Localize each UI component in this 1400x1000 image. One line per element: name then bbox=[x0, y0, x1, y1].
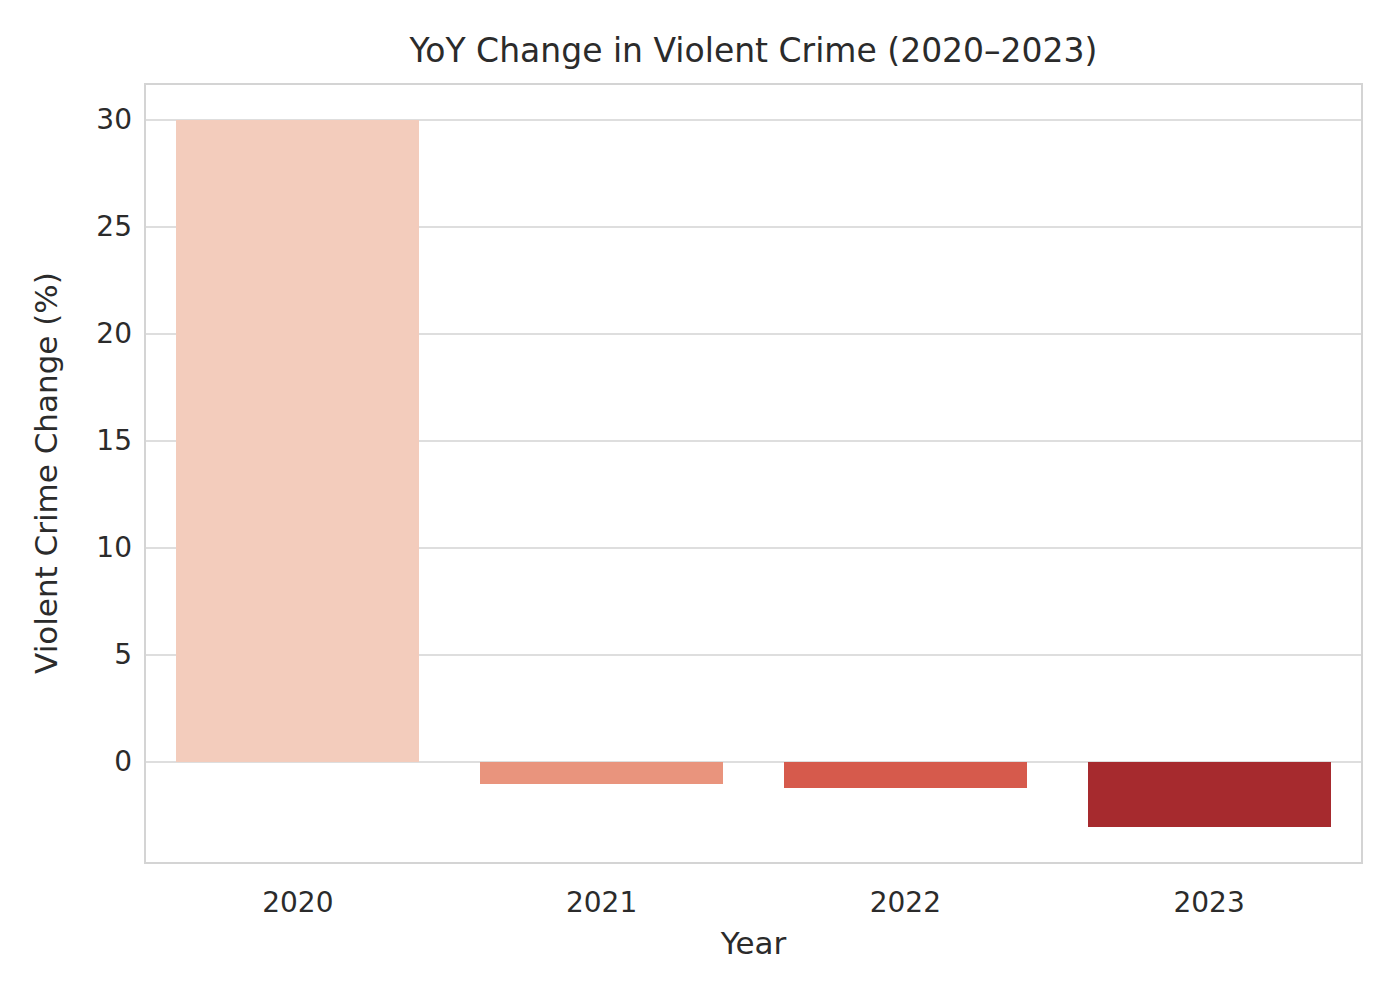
bar-2020 bbox=[176, 120, 419, 762]
chart-title: YoY Change in Violent Crime (2020–2023) bbox=[144, 31, 1363, 71]
y-tick-label-5: 5 bbox=[0, 638, 132, 672]
y-tick-label-0: 0 bbox=[0, 745, 132, 779]
x-tick-label-2020: 2020 bbox=[188, 886, 408, 920]
y-tick-label-15: 15 bbox=[0, 424, 132, 458]
bar-2023 bbox=[1088, 762, 1331, 826]
x-tick-label-2023: 2023 bbox=[1099, 886, 1319, 920]
y-tick-label-30: 30 bbox=[0, 103, 132, 137]
figure: YoY Change in Violent Crime (2020–2023) … bbox=[0, 0, 1400, 1000]
y-tick-label-25: 25 bbox=[0, 210, 132, 244]
bar-2021 bbox=[480, 762, 723, 783]
x-tick-label-2022: 2022 bbox=[795, 886, 1015, 920]
plot-area bbox=[144, 83, 1363, 864]
x-tick-label-2021: 2021 bbox=[492, 886, 712, 920]
x-axis-label: Year bbox=[144, 925, 1363, 961]
y-tick-label-10: 10 bbox=[0, 531, 132, 565]
bar-2022 bbox=[784, 762, 1027, 788]
y-tick-label-20: 20 bbox=[0, 317, 132, 351]
